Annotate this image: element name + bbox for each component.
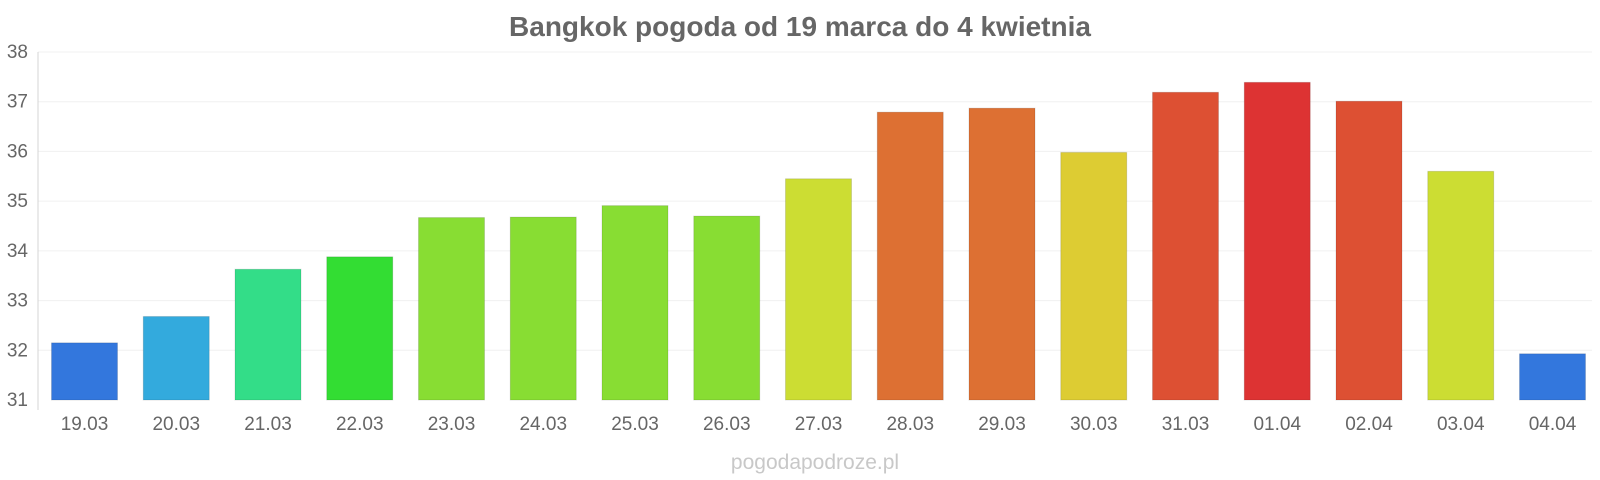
bar (1335, 100, 1403, 401)
x-tick-label: 25.03 (611, 414, 659, 435)
chart-title: Bangkok pogoda od 19 marca do 4 kwietnia (509, 11, 1091, 42)
y-tick-label: 31 (7, 390, 28, 411)
bar (876, 111, 944, 401)
y-tick-label: 38 (7, 42, 28, 63)
x-tick-label: 27.03 (795, 414, 843, 435)
x-tick-label: 04.04 (1529, 414, 1577, 435)
x-tick-label: 31.03 (1162, 414, 1210, 435)
x-tick-label: 26.03 (703, 414, 751, 435)
bar (326, 256, 394, 401)
x-tick-label: 02.04 (1345, 414, 1393, 435)
bar (1427, 170, 1495, 401)
x-axis-labels: 19.03 20.03 21.03 22.03 23.03 24.03 25.03 26.03… (61, 414, 1577, 435)
x-tick-label: 28.03 (886, 414, 934, 435)
x-tick-label: 22.03 (336, 414, 384, 435)
x-tick-label: 29.03 (978, 414, 1026, 435)
bar (509, 216, 577, 401)
y-axis: 31 32 33 34 35 36 37 38 (7, 42, 39, 411)
y-tick-label: 32 (7, 340, 28, 361)
y-tick-label: 35 (7, 191, 28, 212)
x-tick-label: 20.03 (152, 414, 200, 435)
x-tick-label: 23.03 (428, 414, 476, 435)
x-tick-label: 21.03 (244, 414, 292, 435)
bar (142, 315, 210, 401)
bar (234, 268, 302, 401)
bar (1060, 151, 1128, 401)
bar (51, 342, 118, 401)
bar (1152, 91, 1219, 401)
y-tick-label: 34 (7, 241, 29, 262)
watermark: pogodapodroze.pl (731, 451, 899, 474)
bar (1243, 81, 1311, 401)
bar (968, 107, 1036, 401)
bar (693, 215, 761, 401)
y-tick-label: 33 (7, 291, 28, 312)
bar (1519, 353, 1586, 401)
bar (418, 217, 485, 401)
x-tick-label: 30.03 (1070, 414, 1118, 435)
bars (51, 81, 1586, 401)
bar (785, 178, 852, 401)
x-tick-label: 19.03 (61, 414, 109, 435)
bar (601, 205, 669, 401)
x-tick-label: 03.04 (1437, 414, 1485, 435)
y-tick-label: 36 (7, 141, 28, 162)
y-tick-label: 37 (7, 92, 28, 113)
x-tick-label: 24.03 (519, 414, 567, 435)
x-tick-label: 01.04 (1253, 414, 1301, 435)
